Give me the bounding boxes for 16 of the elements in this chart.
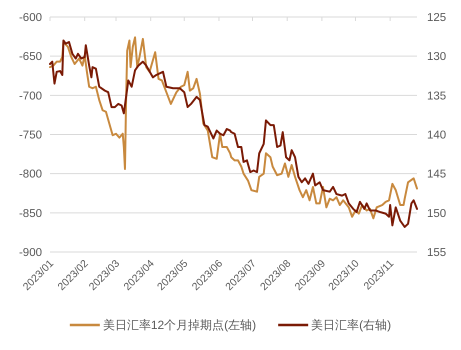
y-tick-label: -850 [18,208,42,220]
y-tick-label: -700 [18,90,42,102]
y2-tick-label: 125 [427,12,446,24]
y-tick-label: -750 [18,130,42,142]
y-tick-label: -600 [18,12,42,24]
legend-label: 美日汇率(右轴) [311,318,392,332]
y2-tick-label: 140 [427,130,446,142]
legend-label: 美日汇率12个月掉期点(左轴) [102,318,256,332]
y2-tick-label: 155 [427,247,446,259]
y2-tick-label: 145 [427,168,446,181]
y-tick-label: -900 [18,247,42,259]
y2-tick-label: 135 [427,90,446,102]
y-tick-label: -800 [18,168,42,181]
y-tick-label: -650 [18,51,42,64]
y2-tick-label: 130 [427,51,446,64]
y2-tick-label: 150 [427,208,446,220]
